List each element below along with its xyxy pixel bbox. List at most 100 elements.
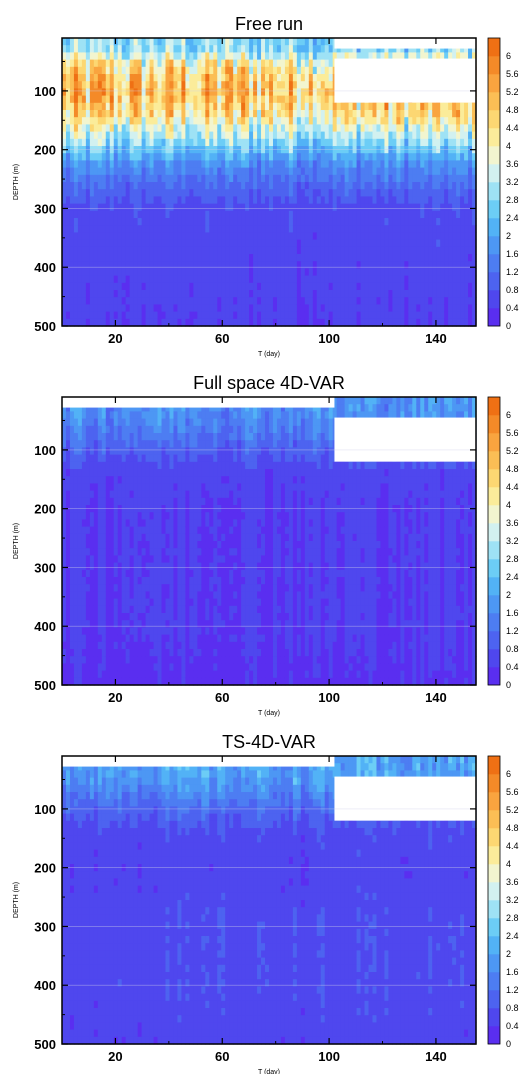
heatmap-cell bbox=[272, 318, 278, 327]
heatmap-cell bbox=[412, 232, 417, 241]
heatmap-cell bbox=[133, 167, 139, 176]
heatmap-cell bbox=[257, 138, 262, 147]
heatmap-cell bbox=[412, 318, 417, 327]
heatmap-cell bbox=[292, 304, 298, 313]
heatmap-cell bbox=[261, 95, 266, 104]
heatmap-cell bbox=[340, 174, 346, 183]
heatmap-cell bbox=[472, 311, 477, 320]
heatmap-cell bbox=[241, 246, 246, 255]
heatmap-cell bbox=[69, 45, 75, 53]
heatmap-cell bbox=[145, 311, 151, 320]
heatmap-cell bbox=[456, 290, 461, 298]
heatmap-cell bbox=[69, 641, 75, 650]
heatmap-cell bbox=[209, 153, 214, 161]
heatmap-cell bbox=[117, 167, 123, 176]
heatmap-cell bbox=[428, 203, 433, 212]
heatmap-cell bbox=[269, 138, 274, 147]
heatmap-cell bbox=[265, 318, 270, 327]
heatmap-cell bbox=[169, 124, 175, 133]
heatmap-cell bbox=[472, 261, 477, 269]
heatmap-cell bbox=[436, 304, 441, 313]
heatmap-cell bbox=[324, 124, 330, 133]
heatmap-cell bbox=[288, 282, 294, 291]
heatmap-cell bbox=[241, 81, 246, 89]
heatmap-cell bbox=[109, 124, 115, 133]
heatmap-cell bbox=[81, 677, 87, 686]
heatmap-cell bbox=[316, 268, 322, 277]
heatmap-cell bbox=[280, 110, 286, 118]
heatmap-cell bbox=[404, 275, 409, 284]
heatmap-cell bbox=[197, 160, 202, 169]
heatmap-cell bbox=[261, 38, 266, 46]
heatmap-cell bbox=[312, 153, 318, 161]
heatmap-cell bbox=[396, 110, 401, 118]
heatmap-cell bbox=[424, 268, 429, 277]
heatmap-cell bbox=[356, 239, 362, 248]
heatmap-cell bbox=[73, 210, 79, 219]
heatmap-cell bbox=[81, 656, 87, 664]
heatmap-cell bbox=[225, 167, 230, 176]
heatmap-cell bbox=[225, 311, 230, 320]
heatmap-cell bbox=[356, 275, 362, 284]
heatmap-cell bbox=[149, 52, 155, 61]
heatmap-cell bbox=[165, 124, 171, 133]
heatmap-cell bbox=[141, 232, 147, 241]
heatmap-cell bbox=[217, 117, 222, 125]
heatmap-cell bbox=[372, 261, 378, 269]
heatmap-cell bbox=[468, 311, 473, 320]
heatmap-cell bbox=[105, 605, 111, 614]
heatmap-cell bbox=[424, 160, 429, 169]
heatmap-cell bbox=[62, 440, 67, 448]
heatmap-cell bbox=[388, 102, 393, 111]
heatmap-cell bbox=[177, 239, 183, 248]
heatmap-cell bbox=[304, 124, 310, 133]
heatmap-cell bbox=[181, 246, 186, 255]
heatmap-cell bbox=[81, 670, 87, 679]
heatmap-cell bbox=[296, 153, 302, 161]
heatmap-cell bbox=[448, 45, 453, 53]
heatmap-cell bbox=[332, 282, 338, 291]
heatmap-cell bbox=[173, 318, 179, 327]
heatmap-cell bbox=[181, 167, 186, 176]
heatmap-cell bbox=[101, 497, 107, 506]
heatmap-cell bbox=[217, 110, 222, 118]
heatmap-cell bbox=[364, 254, 370, 262]
heatmap-cell bbox=[133, 620, 139, 628]
heatmap-cell bbox=[284, 218, 290, 226]
heatmap-cell bbox=[324, 38, 330, 46]
heatmap-cell bbox=[161, 117, 167, 125]
heatmap-cell bbox=[249, 218, 254, 226]
heatmap-cell bbox=[328, 174, 334, 183]
heatmap-cell bbox=[300, 311, 306, 320]
heatmap-cell bbox=[185, 232, 190, 241]
heatmap-cell bbox=[229, 225, 234, 233]
heatmap-cell bbox=[209, 66, 214, 75]
heatmap-cell bbox=[89, 225, 95, 233]
heatmap-cell bbox=[340, 182, 346, 190]
heatmap-cell bbox=[269, 210, 274, 219]
heatmap-cell bbox=[464, 304, 469, 313]
heatmap-cell bbox=[117, 160, 123, 169]
heatmap-cell bbox=[340, 196, 346, 205]
heatmap-cell bbox=[304, 81, 310, 89]
heatmap-cell bbox=[109, 461, 115, 470]
heatmap-cell bbox=[436, 196, 441, 205]
heatmap-cell bbox=[384, 160, 390, 169]
heatmap-cell bbox=[201, 196, 206, 205]
heatmap-cell bbox=[81, 110, 87, 118]
heatmap-cell bbox=[440, 117, 445, 125]
heatmap-cell bbox=[408, 275, 413, 284]
heatmap-cell bbox=[105, 45, 111, 53]
heatmap-cell bbox=[105, 232, 111, 241]
heatmap-cell bbox=[340, 45, 346, 53]
heatmap-cell bbox=[388, 210, 393, 219]
heatmap-cell bbox=[320, 318, 326, 327]
heatmap-cell bbox=[280, 261, 286, 269]
heatmap-cell bbox=[460, 153, 465, 161]
heatmap-cell bbox=[265, 38, 270, 46]
heatmap-cell bbox=[380, 218, 386, 226]
heatmap-cell bbox=[456, 196, 461, 205]
heatmap-cell bbox=[117, 476, 123, 484]
heatmap-cell bbox=[408, 304, 413, 313]
heatmap-cell bbox=[237, 95, 242, 104]
